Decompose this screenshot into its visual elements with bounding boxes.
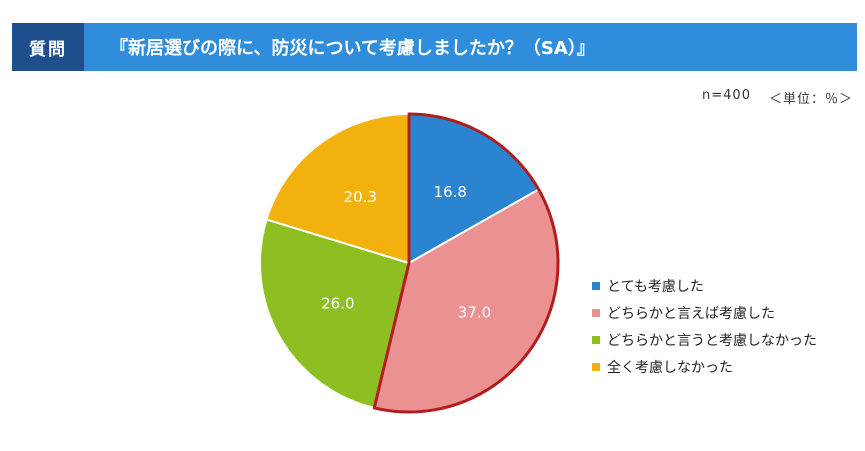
legend-label: どちらかと言うと考慮しなかった <box>607 332 817 349</box>
slice-value-label: 20.3 <box>344 188 377 206</box>
legend-item: どちらかと言えば考慮した <box>592 299 817 326</box>
pie-slice <box>259 218 411 410</box>
question-header: 質問 『新居選びの際に、防災について考慮しましたか？（SA）』 <box>12 23 857 71</box>
highlight-outline <box>372 112 560 414</box>
legend-label: 全く考慮しなかった <box>607 359 733 376</box>
legend-item: とても考慮した <box>592 272 817 299</box>
legend-swatch <box>592 281 600 290</box>
legend-swatch <box>592 335 600 344</box>
legend-label: どちらかと言えば考慮した <box>607 305 775 322</box>
legend-item: 全く考慮しなかった <box>592 353 817 380</box>
legend-swatch <box>592 362 600 371</box>
slice-value-label: 37.0 <box>458 303 491 321</box>
chart-meta: n=400 ＜単位：％＞ <box>702 88 853 107</box>
question-title: 『新居選びの際に、防災について考慮しましたか？（SA）』 <box>84 23 857 71</box>
unit-note: ＜単位：％＞ <box>768 92 853 107</box>
slice-value-label: 16.8 <box>434 183 467 201</box>
legend-swatch <box>592 308 600 317</box>
legend-item: どちらかと言うと考慮しなかった <box>592 326 817 353</box>
sample-size: n=400 <box>702 88 751 103</box>
slice-value-label: 26.0 <box>321 295 354 313</box>
pie-slice <box>265 112 410 265</box>
legend-label: とても考慮した <box>607 278 704 295</box>
legend: とても考慮したどちらかと言えば考慮したどちらかと言うと考慮しなかった 全く考慮しな… <box>592 272 817 380</box>
question-label: 質問 <box>12 23 84 71</box>
